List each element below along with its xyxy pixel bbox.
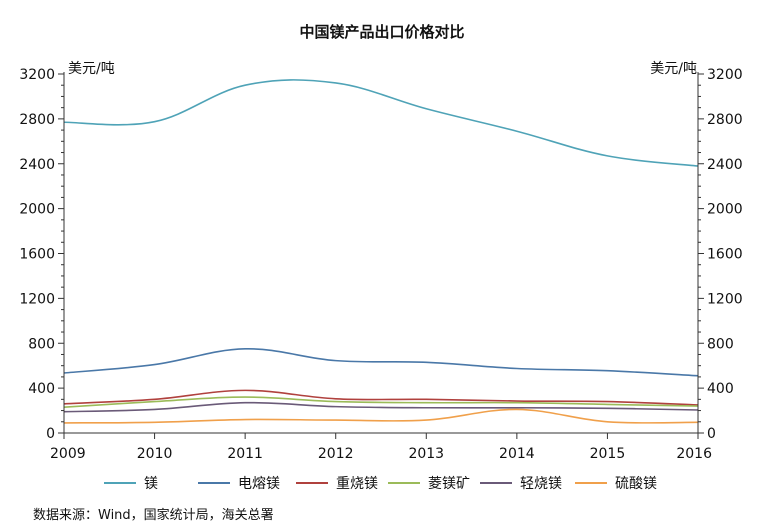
- x-tick-label: 2011: [227, 446, 263, 462]
- series-line-6: [63, 408, 699, 424]
- y-tick-label-left: 2000: [19, 202, 55, 218]
- series-line-3: [63, 389, 699, 406]
- x-tick-label: 2015: [590, 446, 626, 462]
- y-tick-label-left: 400: [28, 381, 55, 397]
- source-note: 数据来源：Wind，国家统计局，海关总署: [33, 507, 274, 523]
- y-axis-unit-left: 美元/吨: [68, 61, 115, 77]
- y-tick-label-right: 1200: [707, 291, 743, 307]
- series-line-1: [63, 79, 699, 167]
- x-tick-label: 2009: [50, 446, 86, 462]
- y-tick-label-left: 3200: [19, 67, 55, 83]
- x-tick-label: 2012: [318, 446, 354, 462]
- y-tick-label-right: 2400: [707, 157, 743, 173]
- y-tick-label-right: 3200: [707, 67, 743, 83]
- x-tick-label: 2010: [137, 446, 173, 462]
- y-tick-label-left: 800: [28, 336, 55, 352]
- y-axis-unit-right: 美元/吨: [650, 61, 697, 77]
- y-tick-label-left: 2400: [19, 157, 55, 173]
- legend-label: 镁: [144, 476, 158, 492]
- series-lines: [63, 79, 699, 424]
- chart-title: 中国镁产品出口价格对比: [299, 23, 464, 41]
- y-tick-label-right: 0: [707, 426, 716, 442]
- y-tick-label-right: 1600: [707, 247, 743, 263]
- y-tick-label-right: 2000: [707, 202, 743, 218]
- chart-labels: 中国镁产品出口价格对比 美元/吨 美元/吨 数据来源：Wind，国家统计局，海关…: [33, 23, 697, 523]
- y-tick-label-left: 0: [46, 426, 55, 442]
- y-tick-label-right: 2800: [707, 112, 743, 128]
- y-tick-label-right: 400: [707, 381, 734, 397]
- x-tick-label: 2013: [408, 446, 444, 462]
- y-tick-label-left: 1600: [19, 247, 55, 263]
- legend-label: 轻烧镁: [520, 476, 562, 492]
- y-tick-label-right: 800: [707, 336, 734, 352]
- x-tick-label: 2016: [676, 446, 712, 462]
- y-tick-label-left: 1200: [19, 291, 55, 307]
- axes: 0 0 400 400 800 800 1200 1200 1600 1600 2000 2000 24…: [19, 67, 742, 462]
- series-line-4: [63, 396, 699, 408]
- legend: 镁 电熔镁 重烧镁 菱镁矿 轻烧镁 硫酸镁: [104, 476, 657, 492]
- x-tick-label: 2014: [499, 446, 535, 462]
- y-tick-label-left: 2800: [19, 112, 55, 128]
- legend-label: 重烧镁: [336, 476, 378, 492]
- legend-label: 电熔镁: [238, 476, 280, 492]
- series-line-2: [63, 348, 699, 377]
- legend-label: 菱镁矿: [428, 476, 470, 492]
- series-line-5: [63, 401, 699, 413]
- legend-label: 硫酸镁: [615, 476, 657, 492]
